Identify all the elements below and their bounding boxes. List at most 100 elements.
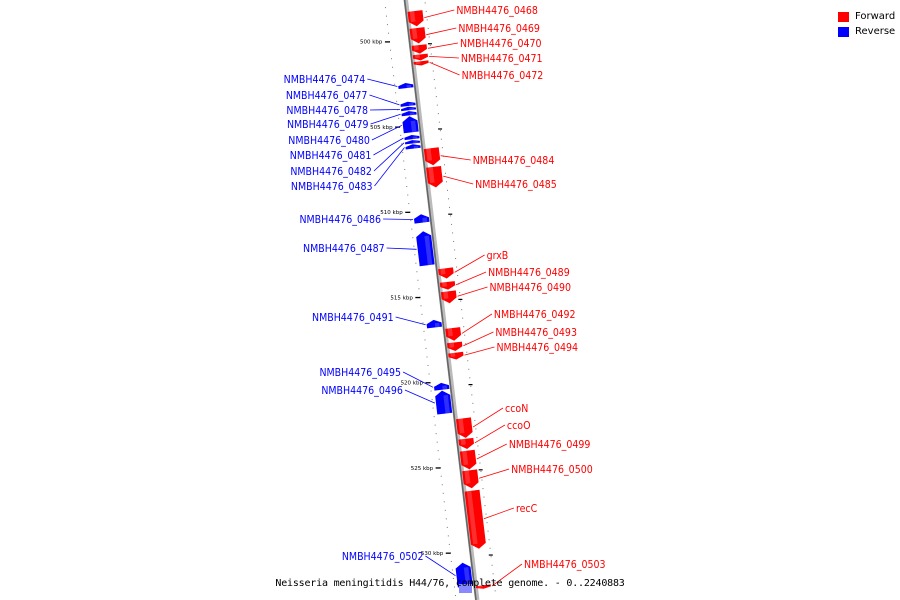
gene-arrow[interactable] xyxy=(401,111,417,117)
gene-arrow[interactable] xyxy=(456,417,473,438)
legend-forward: Forward xyxy=(838,9,895,24)
gene-arrow[interactable] xyxy=(462,469,479,489)
label-leader xyxy=(367,78,398,87)
gene-arrow[interactable] xyxy=(405,144,421,150)
gene-label[interactable]: NMBH4476_0483 xyxy=(291,181,373,193)
gene-arrow[interactable] xyxy=(402,116,419,134)
gene-label[interactable]: NMBH4476_0480 xyxy=(288,135,370,147)
gene-arrow[interactable] xyxy=(458,437,474,449)
gene-arrow-highlight xyxy=(463,567,471,587)
label-leader xyxy=(474,424,506,444)
label-leader xyxy=(427,42,459,49)
label-leader xyxy=(443,175,474,185)
gene-label[interactable]: NMBH4476_0503 xyxy=(524,559,606,571)
gene-label[interactable]: NMBH4476_0495 xyxy=(319,367,401,379)
gene-label[interactable]: NMBH4476_0487 xyxy=(303,243,385,255)
gene-label[interactable]: NMBH4476_0493 xyxy=(495,327,577,339)
gene-label[interactable]: NMBH4476_0481 xyxy=(290,150,372,162)
gene-arrow[interactable] xyxy=(404,135,420,141)
gene-label[interactable]: NMBH4476_0471 xyxy=(461,53,543,65)
gene-label[interactable]: NMBH4476_0485 xyxy=(475,179,557,191)
gene-arrow[interactable] xyxy=(413,60,429,66)
minor-dot xyxy=(395,92,397,94)
minor-dot xyxy=(394,83,396,85)
genome-backbone xyxy=(403,0,480,600)
gene-arrow[interactable] xyxy=(448,351,464,360)
gene-label[interactable]: NMBH4476_0484 xyxy=(473,155,555,167)
minor-dot xyxy=(435,433,437,435)
gene-arrow[interactable] xyxy=(409,27,426,44)
gene-label[interactable]: NMBH4476_0500 xyxy=(511,464,593,476)
gene-label[interactable]: NMBH4476_0472 xyxy=(462,70,544,82)
gene-label[interactable]: NMBH4476_0489 xyxy=(488,267,570,279)
gene-label[interactable]: NMBH4476_0477 xyxy=(286,90,368,102)
gene-label[interactable]: NMBH4476_0469 xyxy=(458,23,540,35)
minor-dot xyxy=(451,223,453,225)
minor-dot xyxy=(438,121,440,123)
gene-arrow[interactable] xyxy=(455,562,473,588)
gene-arrow[interactable] xyxy=(423,147,441,166)
gene-arrow[interactable] xyxy=(407,10,424,27)
minor-dot xyxy=(427,27,429,29)
gene-arrow[interactable] xyxy=(412,53,428,61)
gene-label[interactable]: NMBH4476_0490 xyxy=(489,282,571,294)
gene-arrow[interactable] xyxy=(411,44,427,54)
gene-arrow[interactable] xyxy=(404,140,421,145)
gene-arrow[interactable] xyxy=(464,489,486,549)
label-leader xyxy=(464,346,495,356)
minor-dot xyxy=(440,138,442,140)
minor-dot xyxy=(494,590,496,592)
gene-label[interactable]: NMBH4476_0499 xyxy=(509,439,591,451)
gene-label[interactable]: NMBH4476_0479 xyxy=(287,119,369,131)
gene-arrow[interactable] xyxy=(447,341,463,351)
minor-dot xyxy=(392,66,394,68)
minor-dot xyxy=(404,168,406,170)
minor-dot xyxy=(391,58,393,60)
gene-arrow[interactable] xyxy=(426,319,442,329)
gene-arrow[interactable] xyxy=(401,106,417,112)
minor-dot xyxy=(425,10,427,12)
gene-label[interactable]: NMBH4476_0474 xyxy=(284,74,366,86)
gene-arrow[interactable] xyxy=(459,449,477,470)
minor-dot xyxy=(479,462,481,464)
label-leader xyxy=(483,507,515,520)
gene-label[interactable]: NMBH4476_0486 xyxy=(299,214,381,226)
gene-arrow[interactable] xyxy=(440,290,457,304)
gene-arrow[interactable] xyxy=(475,584,491,589)
gene-label[interactable]: grxB xyxy=(487,250,509,262)
gene-arrow[interactable] xyxy=(426,166,443,188)
minor-dot xyxy=(434,424,436,426)
backbone-shadow xyxy=(403,0,480,600)
minor-dot xyxy=(475,428,477,430)
label-leader xyxy=(370,113,401,125)
gene-arrow[interactable] xyxy=(434,382,450,391)
gene-label[interactable]: NMBH4476_0502 xyxy=(342,551,424,563)
minor-dot xyxy=(465,343,467,345)
gene-arrow[interactable] xyxy=(435,390,453,415)
minor-dot xyxy=(443,501,445,503)
gene-label[interactable]: NMBH4476_0494 xyxy=(496,342,578,354)
gene-arrow[interactable] xyxy=(445,327,462,341)
gene-arrow[interactable] xyxy=(438,267,454,279)
gene-label[interactable]: NMBH4476_0478 xyxy=(286,105,368,117)
gene-label[interactable]: NMBH4476_0468 xyxy=(456,5,538,17)
scale-tick-label: 530 kbp xyxy=(421,551,444,557)
gene-label[interactable]: NMBH4476_0482 xyxy=(290,166,372,178)
gene-arrow[interactable] xyxy=(416,231,435,267)
gene-arrow-highlight xyxy=(443,291,449,299)
gene-label[interactable]: ccoO xyxy=(507,420,531,432)
gene-arrow[interactable] xyxy=(414,214,430,224)
gene-arrow[interactable] xyxy=(439,281,456,290)
minor-dot xyxy=(398,117,400,119)
minor-dot xyxy=(424,339,426,341)
gene-label[interactable]: recC xyxy=(516,503,538,515)
gene-label[interactable]: NMBH4476_0491 xyxy=(312,312,394,324)
gene-arrow[interactable] xyxy=(400,101,416,107)
gene-label[interactable]: NMBH4476_0470 xyxy=(460,38,542,50)
gene-label[interactable]: ccoN xyxy=(505,403,528,415)
gene-label[interactable]: NMBH4476_0492 xyxy=(494,309,576,321)
gene-arrow[interactable] xyxy=(398,83,414,89)
gene-label[interactable]: NMBH4476_0496 xyxy=(321,385,403,397)
legend-forward-swatch xyxy=(838,11,849,22)
